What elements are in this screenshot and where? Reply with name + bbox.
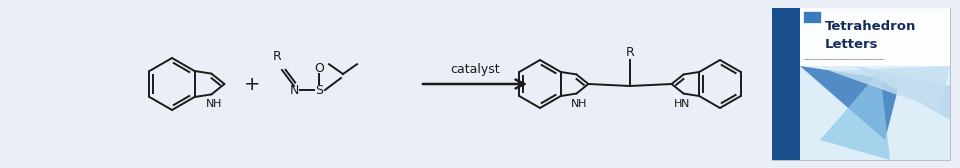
Polygon shape xyxy=(820,71,890,160)
Bar xyxy=(772,8,800,160)
Text: R: R xyxy=(626,46,635,58)
Text: N: N xyxy=(206,99,215,109)
Text: N: N xyxy=(571,99,580,109)
Text: Tetrahedron: Tetrahedron xyxy=(825,19,917,32)
Polygon shape xyxy=(830,66,950,110)
Text: R: R xyxy=(273,50,281,62)
Text: N: N xyxy=(289,83,299,96)
Text: +: + xyxy=(244,74,260,94)
Text: H: H xyxy=(213,99,222,109)
Text: catalyst: catalyst xyxy=(450,62,500,75)
Text: N: N xyxy=(681,99,689,109)
Text: H: H xyxy=(673,99,682,109)
Polygon shape xyxy=(800,66,900,140)
Text: ─────────────────────────: ───────────────────────── xyxy=(803,57,884,62)
Bar xyxy=(772,8,950,160)
Text: H: H xyxy=(578,99,587,109)
Text: Letters: Letters xyxy=(825,37,878,51)
Bar xyxy=(803,11,821,23)
Bar xyxy=(800,8,950,66)
Polygon shape xyxy=(855,66,950,120)
Text: O: O xyxy=(314,61,324,74)
Text: S: S xyxy=(315,83,323,96)
